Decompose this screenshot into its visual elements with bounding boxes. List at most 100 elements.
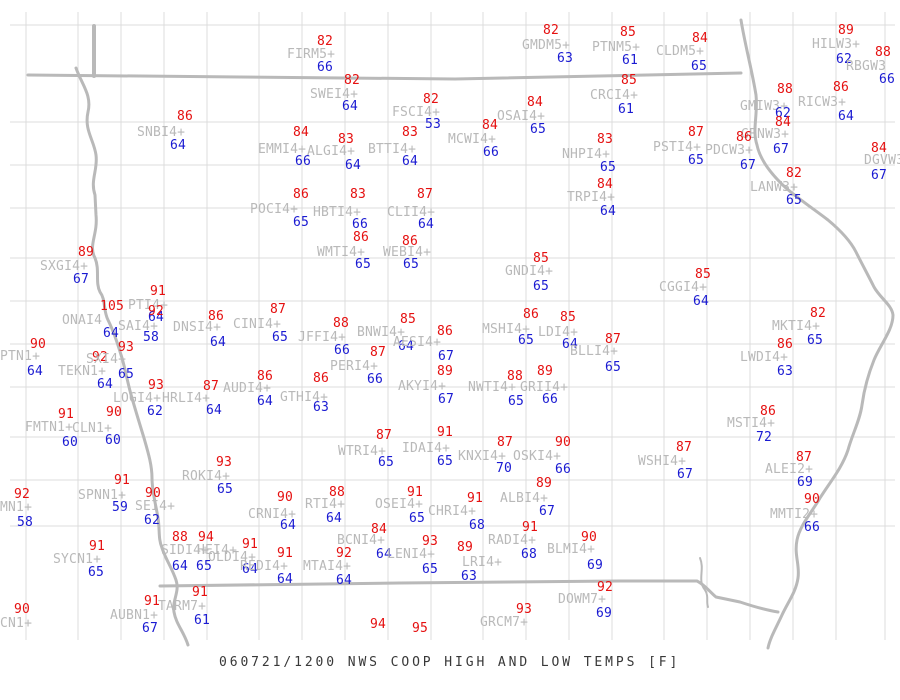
station-id: WMTI4+ (317, 245, 366, 260)
station-id: JFFI4+ (298, 330, 347, 345)
station-id: GMIW3+ (740, 99, 789, 114)
station-high-temp: 91 (467, 491, 484, 506)
station-low-temp: 62 (775, 106, 792, 121)
station-id: RADI4+ (488, 533, 537, 548)
station-high-temp: 93 (422, 534, 439, 549)
station-id: OSAI4+ (497, 109, 546, 124)
station-id: CLDM5+ (656, 44, 705, 59)
station-high-temp: 90 (277, 490, 294, 505)
station-id: TARM7+ (158, 599, 207, 614)
station-high-temp: 92 (148, 304, 165, 319)
station-id: LANW3+ (750, 180, 799, 195)
station-id: SYCN1+ (53, 552, 102, 567)
station-high-temp: 89 (437, 364, 454, 379)
station-id: NWTI4+ (468, 380, 517, 395)
station-id: CINI4+ (233, 317, 282, 332)
station-high-temp: 86 (437, 324, 454, 339)
station-high-temp: 91 (277, 546, 294, 561)
station-id: DNSI4+ (173, 320, 222, 335)
station-high-temp: 86 (523, 307, 540, 322)
station-id: CRNI4+ (248, 507, 297, 522)
station-id: HBTI4+ (313, 205, 362, 220)
station-low-temp: 66 (367, 372, 384, 387)
station-high-temp: 91 (192, 585, 209, 600)
station-id: LRI4+ (462, 555, 503, 570)
station-id: PTI4+ (128, 298, 169, 313)
station-high-temp: 93 (216, 455, 233, 470)
station-low-temp: 65 (691, 59, 708, 74)
station-high-temp: 91 (58, 407, 75, 422)
station-high-temp: 87 (270, 302, 287, 317)
station-id: CRCI4+ (590, 88, 639, 103)
station-id: LOGI4+ (113, 391, 162, 406)
station-high-temp: 84 (293, 125, 310, 140)
station-low-temp: 68 (469, 518, 486, 533)
station-low-temp: 64 (170, 138, 187, 153)
station-high-temp: 82 (810, 306, 827, 321)
station-low-temp: 64 (242, 562, 259, 577)
station-low-temp: 65 (403, 257, 420, 272)
station-low-temp: 61 (618, 102, 635, 117)
station-low-temp: 65 (688, 153, 705, 168)
station-high-temp: 82 (423, 92, 440, 107)
station-id: TRPI4+ (567, 190, 616, 205)
station-low-temp: 64 (376, 547, 393, 562)
station-high-temp: 90 (145, 486, 162, 501)
station-high-temp: 86 (257, 369, 274, 384)
station-low-temp: 64 (280, 518, 297, 533)
station-low-temp: 67 (740, 158, 757, 173)
station-id: SIDI4+ (161, 543, 210, 558)
station-high-temp: 84 (527, 95, 544, 110)
station-high-temp: 87 (676, 440, 693, 455)
station-id: PDCW3+ (705, 143, 754, 158)
station-low-temp: 59 (112, 500, 129, 515)
station-id: SAI4+ (118, 319, 159, 334)
station-low-temp: 68 (521, 547, 538, 562)
station-id: SXI4+ (86, 352, 127, 367)
station-high-temp: 89 (537, 364, 554, 379)
station-id: CHRI4+ (428, 504, 477, 519)
station-high-temp: 94 (198, 530, 215, 545)
station-high-temp: 86 (736, 130, 753, 145)
station-high-temp: 85 (695, 267, 712, 282)
station-high-temp: 92 (336, 546, 353, 561)
station-id: FSCI4+ (392, 105, 441, 120)
station-id: MN1+ (0, 500, 33, 515)
station-high-temp: 91 (437, 425, 454, 440)
station-id: MKTI4+ (772, 319, 821, 334)
station-id: RBGW3 (846, 59, 887, 74)
stray-temp-value: 94 (370, 617, 387, 632)
station-id: SNBI4+ (137, 125, 186, 140)
station-low-temp: 64 (257, 394, 274, 409)
station-low-temp: 64 (342, 99, 359, 114)
station-id: GRCM7+ (480, 615, 529, 630)
station-high-temp: 83 (402, 125, 419, 140)
station-id: SEI4+ (135, 499, 176, 514)
missouri-border-line (158, 579, 780, 614)
station-low-temp: 58 (143, 330, 160, 345)
station-id: LDI4+ (538, 325, 579, 340)
station-id: GMDM5+ (522, 38, 571, 53)
station-high-temp: 93 (516, 602, 533, 617)
station-low-temp: 64 (402, 154, 419, 169)
station-low-temp: 66 (542, 392, 559, 407)
station-id: ALBI4+ (500, 491, 549, 506)
station-id: SWEI4+ (310, 87, 359, 102)
station-id: REDI4+ (240, 559, 289, 574)
station-high-temp: 91 (89, 539, 106, 554)
station-low-temp: 67 (539, 504, 556, 519)
station-id: OLDI4+ (208, 550, 257, 565)
station-high-temp: 86 (177, 109, 194, 124)
station-high-temp: 86 (353, 230, 370, 245)
station-high-temp: 89 (457, 540, 474, 555)
station-id: GTHI4+ (280, 390, 329, 405)
station-low-temp: 67 (677, 467, 694, 482)
station-low-temp: 65 (518, 333, 535, 348)
station-id: ALEI2+ (765, 462, 814, 477)
station-id: ALGI4+ (307, 144, 356, 159)
station-low-temp: 64 (103, 326, 120, 341)
station-low-temp: 65 (437, 454, 454, 469)
station-low-temp: 65 (605, 360, 622, 375)
station-low-temp: 64 (172, 559, 189, 574)
